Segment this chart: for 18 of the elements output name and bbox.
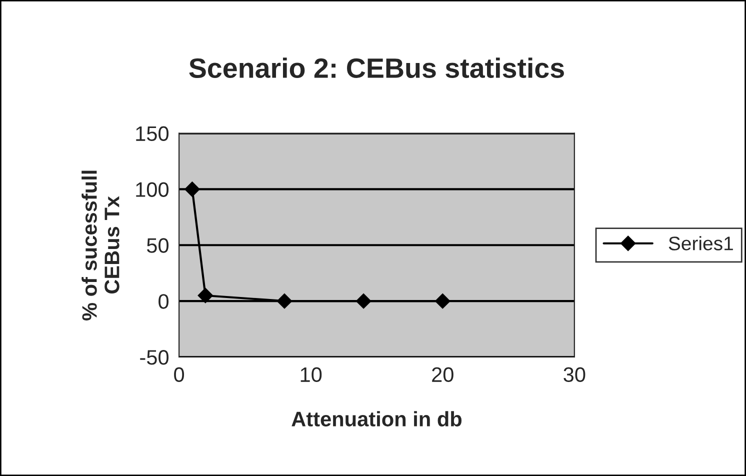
point <box>198 288 213 304</box>
y-tick-label: -50 <box>140 350 169 365</box>
point <box>435 294 450 309</box>
legend-label: Series1 <box>668 236 733 250</box>
y-tick-label: 150 <box>136 126 169 142</box>
x-tick-label: 20 <box>432 367 454 382</box>
point <box>184 182 200 197</box>
x-tick-label: 10 <box>300 367 322 382</box>
y-tick-label: 100 <box>136 182 169 197</box>
y-tick-label: 50 <box>146 238 169 253</box>
y-axis-title: % of sucessfull CEBus Tx <box>82 170 120 320</box>
x-axis-title: Attenuation in db <box>292 411 462 426</box>
point <box>276 294 292 309</box>
y-tick-label: 0 <box>158 294 169 309</box>
chart-title: Scenario 2: CEBus statistics <box>189 58 564 78</box>
x-tick-label: 30 <box>564 367 586 382</box>
point <box>356 294 372 309</box>
x-tick-label: 0 <box>174 367 184 382</box>
